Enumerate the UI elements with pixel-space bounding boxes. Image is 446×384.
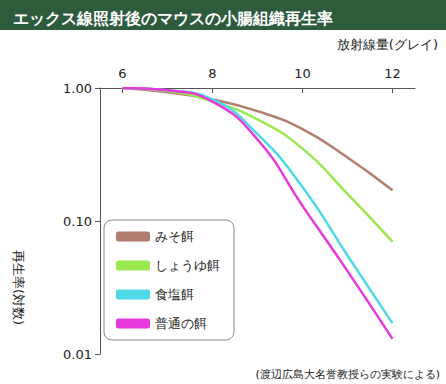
svg-text:6: 6 xyxy=(118,66,126,81)
svg-text:1.00: 1.00 xyxy=(63,81,92,96)
svg-text:食塩餌: 食塩餌 xyxy=(155,287,194,302)
svg-text:エックス線照射後のマウスの小腸組織再生率: エックス線照射後のマウスの小腸組織再生率 xyxy=(13,9,333,28)
svg-text:しょうゆ餌: しょうゆ餌 xyxy=(155,258,220,273)
svg-text:10: 10 xyxy=(294,66,311,81)
svg-text:8: 8 xyxy=(208,66,216,81)
svg-text:普通の餌: 普通の餌 xyxy=(155,316,207,331)
svg-text:0.01: 0.01 xyxy=(63,347,92,362)
svg-text:みそ餌: みそ餌 xyxy=(155,229,194,244)
svg-text:再生率(対数): 再生率(対数) xyxy=(11,250,26,325)
svg-text:0.10: 0.10 xyxy=(63,214,92,229)
svg-text:12: 12 xyxy=(384,66,401,81)
svg-text:放射線量(グレイ): 放射線量(グレイ) xyxy=(337,37,438,52)
svg-text:(渡辺広島大名誉教授らの実験による): (渡辺広島大名誉教授らの実験による) xyxy=(255,368,440,381)
